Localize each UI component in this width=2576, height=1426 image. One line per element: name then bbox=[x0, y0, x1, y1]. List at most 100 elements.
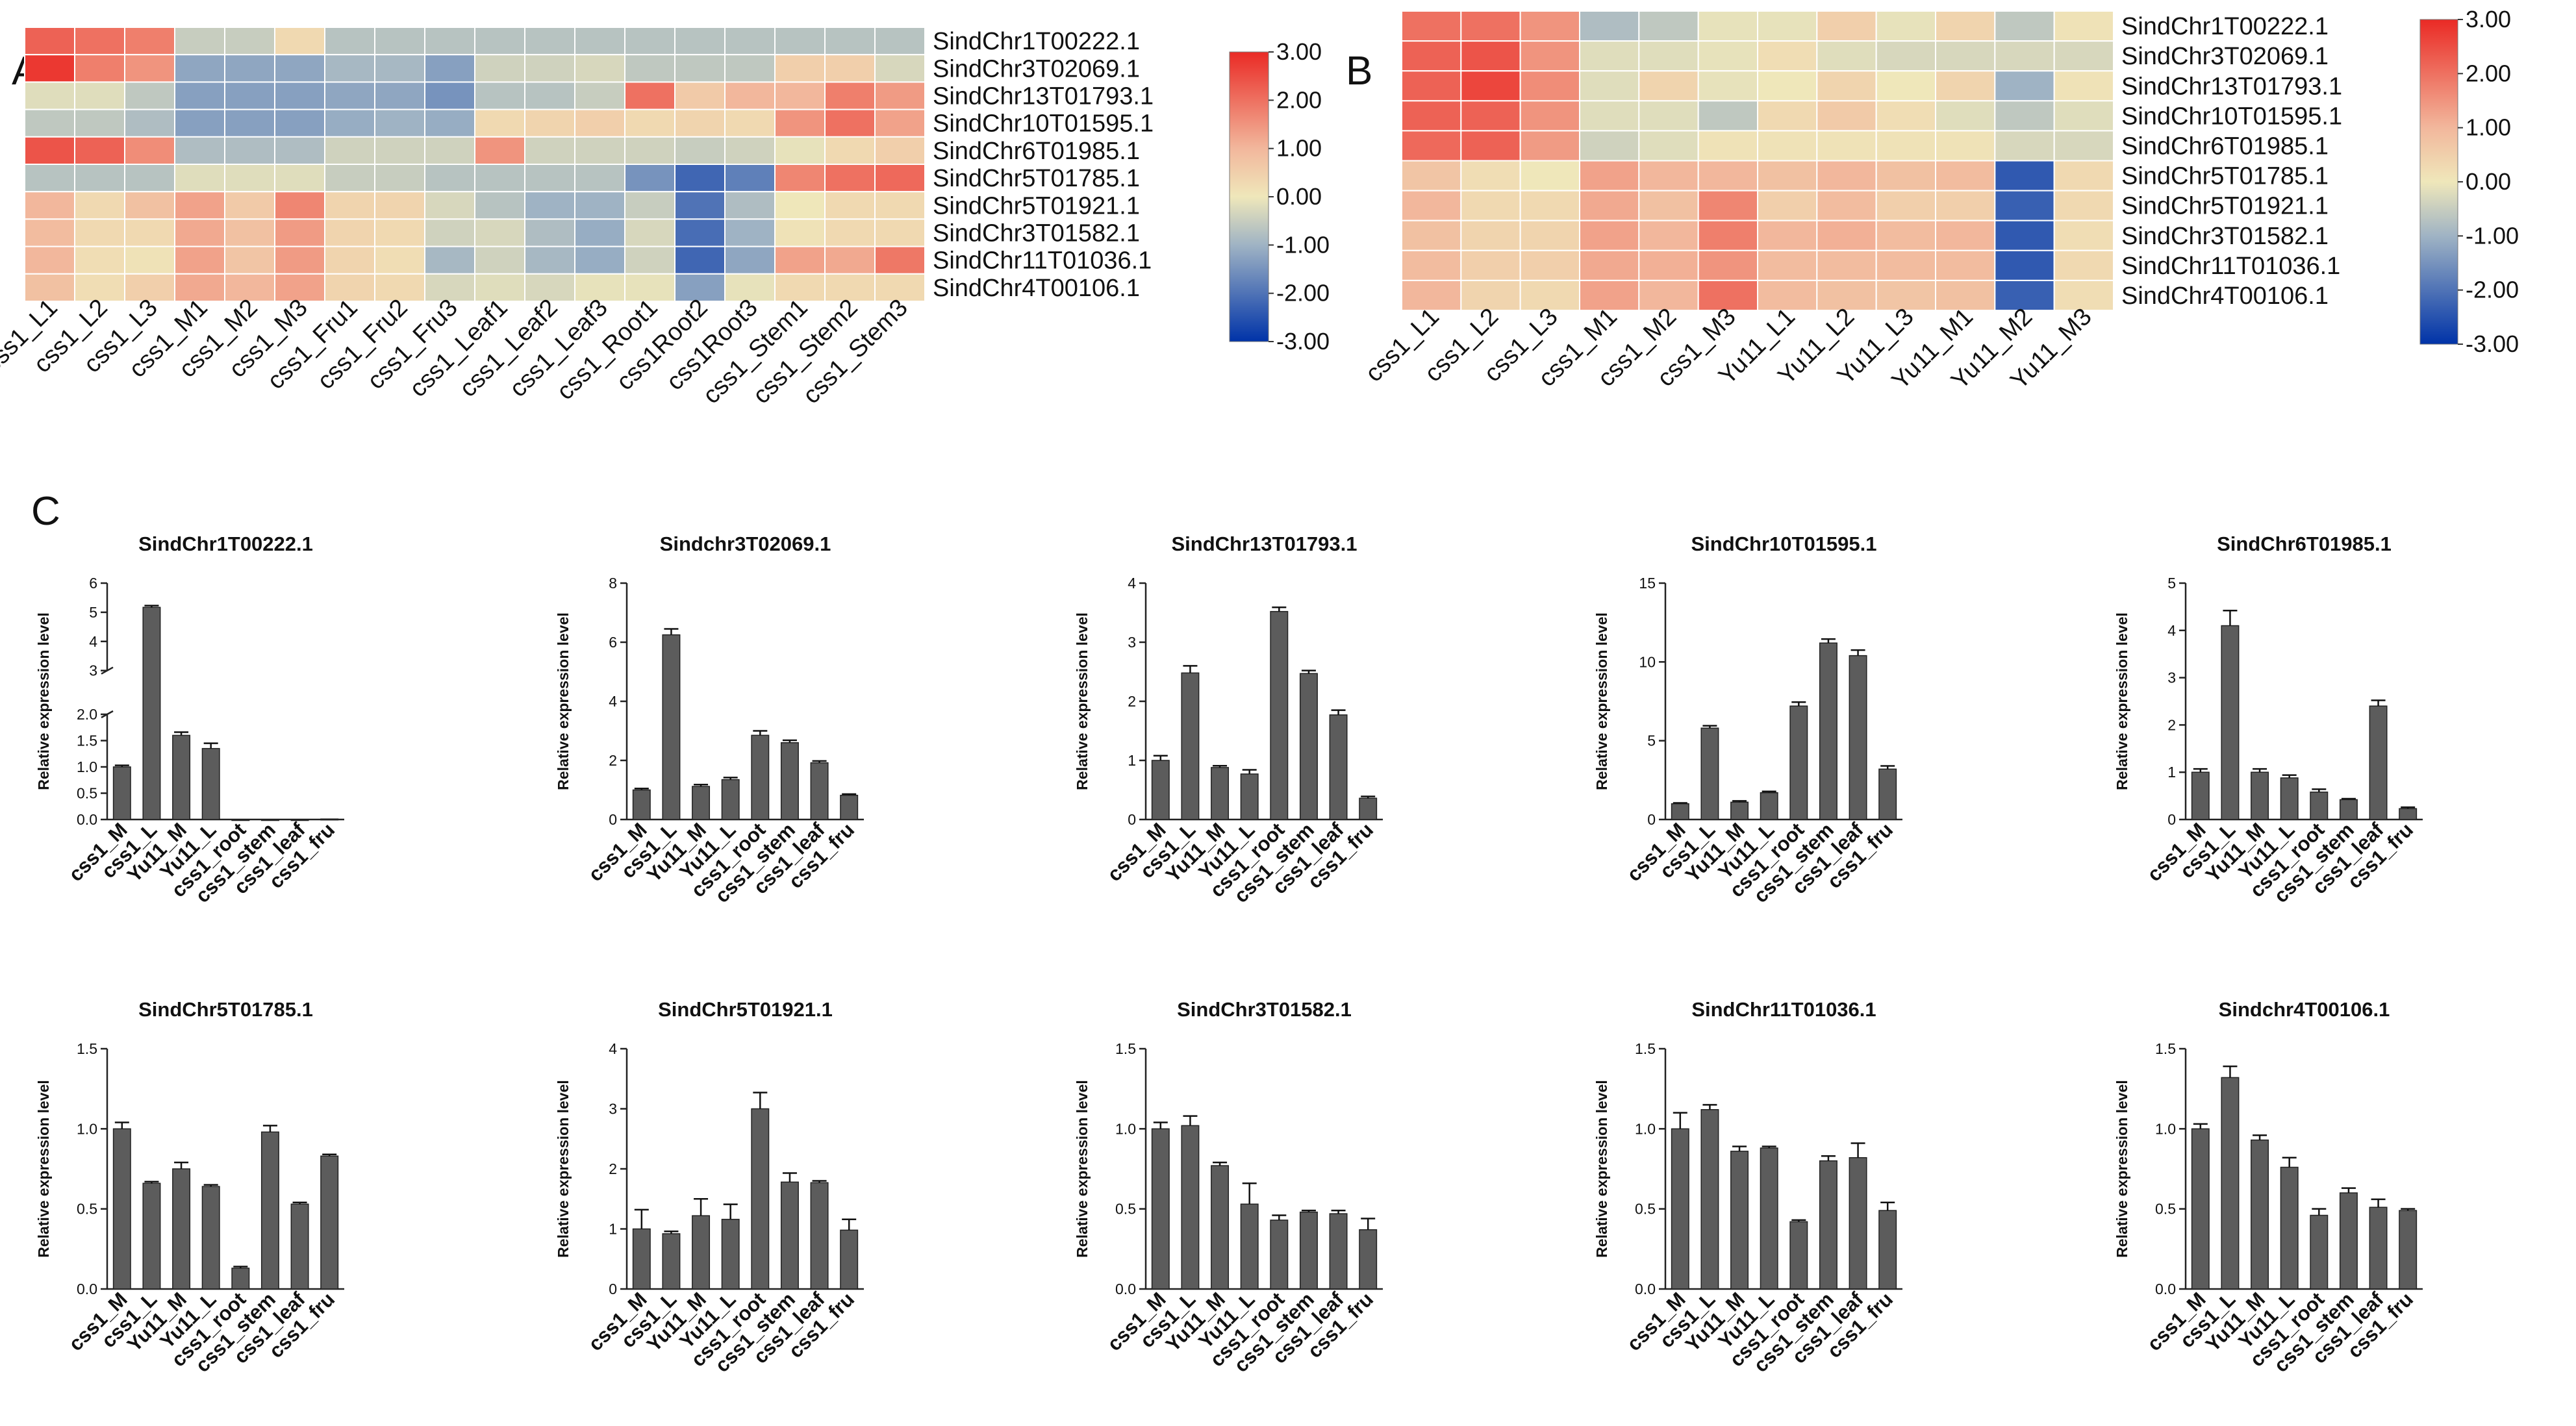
bar-chart-ytick-label: 0.5 bbox=[2155, 1201, 2176, 1218]
heatmap-cell bbox=[1994, 190, 2055, 221]
heatmap-cell bbox=[1519, 70, 1581, 102]
heatmap-cell bbox=[274, 136, 325, 166]
colorbar-tick-label: 2.00 bbox=[1276, 86, 1322, 113]
heatmap-cell bbox=[324, 245, 375, 275]
heatmap-cell bbox=[1935, 100, 1996, 132]
heatmap-cell bbox=[524, 245, 575, 275]
heatmap-cell bbox=[1460, 190, 1521, 221]
bar-chart-ylabel: Relative expression level bbox=[2114, 1080, 2130, 1258]
bar-chart-ytick-label: 4 bbox=[2167, 622, 2176, 639]
heatmap-cell bbox=[1816, 130, 1877, 162]
heatmap-cell bbox=[2053, 10, 2115, 42]
heatmap-cell bbox=[1816, 249, 1877, 281]
bar-chart-ytick-label: 1.5 bbox=[77, 732, 97, 749]
heatmap-cell bbox=[324, 81, 375, 110]
colorbar-tick-label: 3.00 bbox=[1276, 38, 1322, 65]
heatmap-cell bbox=[1638, 10, 1699, 42]
heatmap-cell bbox=[2053, 70, 2115, 102]
bar-chart-ytick-label: 2.0 bbox=[77, 706, 97, 723]
heatmap-cell bbox=[1757, 130, 1818, 162]
colorbar bbox=[2419, 19, 2458, 345]
heatmap-cell bbox=[1638, 249, 1699, 281]
heatmap-cell bbox=[1875, 40, 1937, 72]
heatmap-cell bbox=[274, 54, 325, 83]
bar bbox=[1181, 1125, 1200, 1290]
heatmap-cell bbox=[374, 27, 425, 56]
heatmap-cell bbox=[1579, 160, 1640, 192]
heatmap-cell bbox=[624, 273, 676, 302]
heatmap-cell bbox=[74, 218, 125, 247]
heatmap-cell bbox=[1935, 40, 1996, 72]
heatmap-cell bbox=[674, 81, 726, 110]
heatmap-cell bbox=[1875, 279, 1937, 311]
heatmap-cell bbox=[124, 191, 175, 220]
bar bbox=[2369, 1207, 2388, 1290]
bar bbox=[1299, 1211, 1318, 1290]
heatmap-cell bbox=[1994, 219, 2055, 251]
bar bbox=[142, 607, 161, 820]
heatmap-cell bbox=[524, 273, 575, 302]
bar-chart-ytick-label: 0.5 bbox=[77, 1201, 97, 1218]
heatmap-cell bbox=[824, 54, 876, 83]
heatmap-cell bbox=[824, 245, 876, 275]
heatmap-cell bbox=[1994, 249, 2055, 281]
heatmap-cell bbox=[24, 54, 75, 83]
bar bbox=[112, 766, 131, 820]
heatmap-cell bbox=[574, 136, 625, 166]
heatmap-cell bbox=[1638, 100, 1699, 132]
heatmap-cell bbox=[1401, 160, 1462, 192]
heatmap-cell bbox=[24, 81, 75, 110]
heatmap-cell bbox=[1816, 160, 1877, 192]
heatmap-cell bbox=[174, 54, 225, 83]
heatmap-cell bbox=[1816, 190, 1877, 221]
bar-chart-ytick-label: 0.0 bbox=[1115, 1281, 1136, 1297]
heatmap-cell bbox=[1757, 10, 1818, 42]
heatmap-row-label: SindChr6T01985.1 bbox=[933, 138, 1140, 165]
bar bbox=[2369, 705, 2388, 820]
bar-chart-ylabel: Relative expression level bbox=[2114, 612, 2130, 790]
heatmap-row-label: SindChr1T00222.1 bbox=[933, 28, 1140, 55]
heatmap-cell bbox=[1935, 249, 1996, 281]
bar bbox=[1671, 803, 1689, 820]
heatmap-cell bbox=[774, 54, 826, 83]
heatmap-row-label: SindChr1T00222.1 bbox=[2121, 13, 2329, 40]
heatmap-row-label: SindChr4T00106.1 bbox=[2121, 282, 2329, 310]
bar bbox=[2191, 771, 2210, 820]
heatmap-cell bbox=[374, 245, 425, 275]
heatmap-row-label: SindChr13T01793.1 bbox=[2121, 73, 2342, 100]
heatmap-cell bbox=[124, 81, 175, 110]
bar bbox=[1730, 1151, 1749, 1290]
heatmap-row-label: SindChr6T01985.1 bbox=[2121, 132, 2329, 160]
heatmap-cell bbox=[1697, 40, 1759, 72]
heatmap-cell bbox=[1638, 279, 1699, 311]
heatmap-cell bbox=[1519, 40, 1581, 72]
bar-chart-ytick-label: 3 bbox=[89, 662, 97, 679]
heatmap-row-label: SindChr11T01036.1 bbox=[2121, 253, 2340, 280]
heatmap-cell bbox=[1816, 10, 1877, 42]
heatmap-cell bbox=[1757, 190, 1818, 221]
heatmap-cell bbox=[2053, 279, 2115, 311]
heatmap-cell bbox=[474, 273, 525, 302]
heatmap-cell bbox=[724, 245, 776, 275]
bar bbox=[231, 819, 250, 821]
heatmap-cell bbox=[2053, 100, 2115, 132]
heatmap-cell bbox=[224, 218, 275, 247]
heatmap-cell bbox=[1460, 160, 1521, 192]
bar bbox=[1299, 673, 1318, 820]
bar-chart-ytick-label: 3 bbox=[1128, 634, 1136, 651]
heatmap-cell bbox=[874, 54, 926, 83]
heatmap-cell bbox=[1994, 70, 2055, 102]
heatmap-cell bbox=[2053, 249, 2115, 281]
heatmap-cell bbox=[1460, 70, 1521, 102]
bar bbox=[2280, 1166, 2299, 1290]
heatmap-cell bbox=[724, 191, 776, 220]
bar-chart-ytick-label: 0 bbox=[2167, 811, 2176, 828]
bar bbox=[2339, 799, 2358, 820]
heatmap-row-label: SindChr5T01921.1 bbox=[2121, 193, 2329, 220]
heatmap-cell bbox=[1935, 190, 1996, 221]
heatmap-cell bbox=[674, 27, 726, 56]
bar bbox=[1700, 727, 1719, 820]
bar-chart-ytick-label: 0 bbox=[1647, 811, 1656, 828]
heatmap-cell bbox=[1519, 100, 1581, 132]
heatmap-cell bbox=[174, 108, 225, 138]
